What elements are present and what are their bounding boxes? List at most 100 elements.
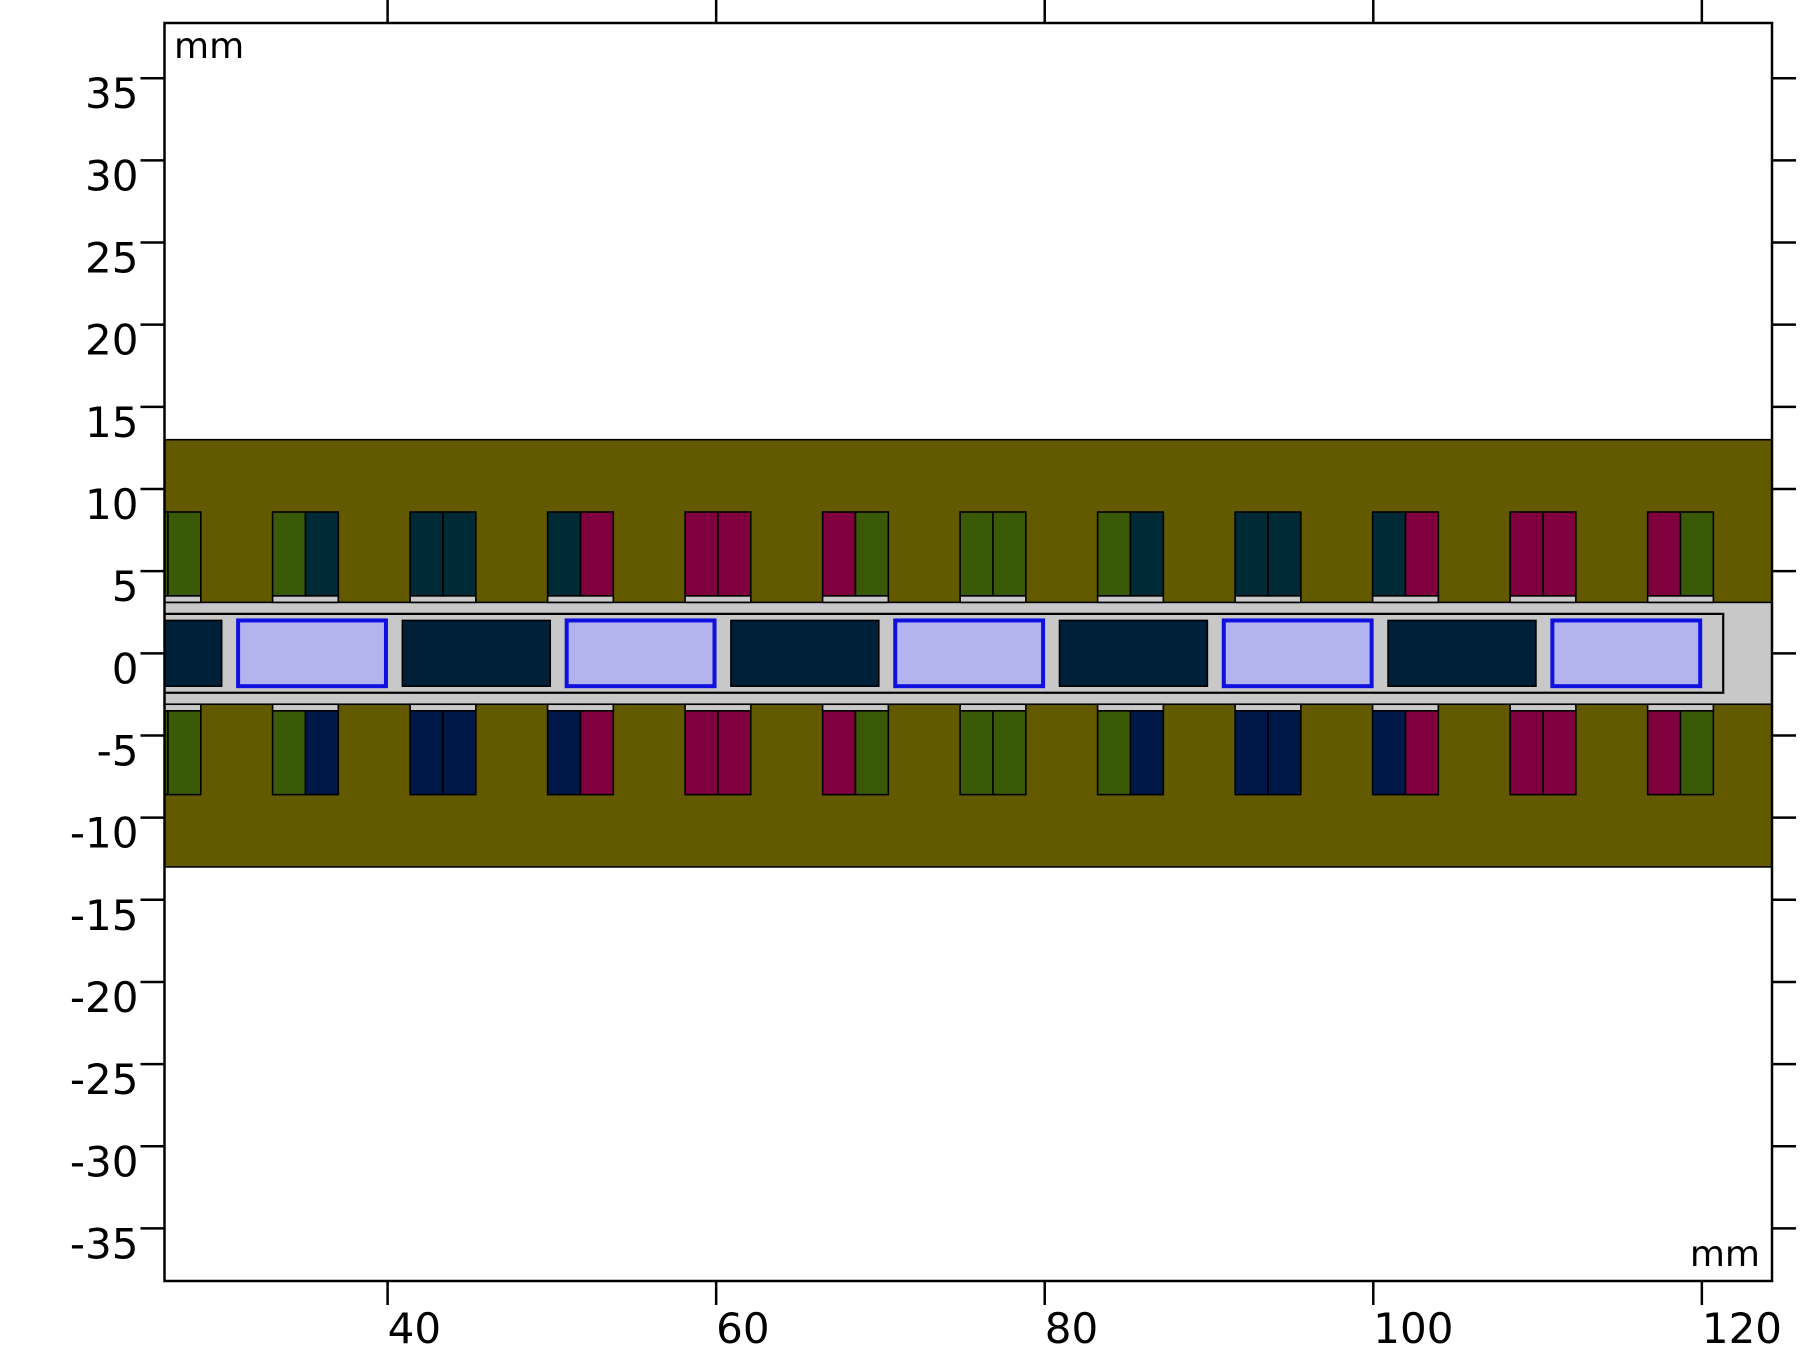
x-tick-label: 120 [1702,1304,1782,1350]
coil-top [854,511,890,597]
magnet-dark [730,619,880,687]
coil-bottom [1646,710,1682,796]
magnet-light [236,618,388,689]
coil-bottom [1234,710,1269,796]
coil-top [1267,511,1302,597]
magnet-dark [164,619,223,687]
y-tick-label: 25 [85,234,138,283]
coil-top [1679,511,1715,597]
slot-opening [164,703,202,712]
magnet-dark [1387,619,1537,687]
coil-bottom [684,710,719,796]
y-tick-label: 30 [85,151,138,200]
slot-opening [959,595,1027,604]
coil-top [409,511,444,597]
coil-bottom [1542,710,1577,796]
slot-opening [1096,595,1165,604]
coil-bottom [992,710,1027,796]
x-tick-label: 40 [388,1304,441,1350]
slot-opening [271,703,340,712]
coil-top [992,511,1027,597]
y-tick-label: 15 [85,398,138,447]
y-tick-label: 0 [112,644,139,693]
plot-frame [163,21,1774,1283]
y-tick-label: -25 [70,1055,139,1104]
y-unit-label: mm [174,26,244,67]
coil-bottom [1267,710,1302,796]
y-tick-label: 5 [112,562,139,611]
coil-top [684,511,719,597]
coil-bottom [167,710,202,796]
slot-opening [684,703,752,712]
slot-opening [1371,595,1440,604]
coil-bottom [1679,710,1715,796]
y-tick-label: -20 [70,973,139,1022]
magnet-light [1550,618,1703,689]
geometry [164,438,1772,868]
coil-bottom [1129,710,1165,796]
magnet-light [893,618,1046,689]
magnet-light [1221,618,1374,689]
coil-top [1509,511,1544,597]
coil-bottom [1096,710,1132,796]
coil-top [1371,511,1407,597]
slot-opening [1096,703,1165,712]
coil-bottom [442,710,477,796]
magnet-dark [1058,619,1209,687]
slot-opening [409,595,477,604]
coil-bottom [1404,710,1440,796]
y-tick-label: -15 [70,891,139,940]
y-tick-label: -30 [70,1137,139,1186]
coil-top [717,511,752,597]
coil-top [1096,511,1132,597]
slot-opening [1371,703,1440,712]
x-tick-label: 80 [1045,1304,1098,1350]
y-tick-label: 35 [85,69,138,118]
coil-top [271,511,307,597]
slot-opening [1509,595,1577,604]
coil-top [1542,511,1577,597]
coil-top [167,511,202,597]
coil-bottom [304,710,340,796]
y-tick-label: -10 [70,809,139,858]
coil-top [1404,511,1440,597]
slot-opening [1234,703,1302,712]
coil-bottom [271,710,307,796]
x-unit-label: mm [1690,1234,1760,1275]
coil-top [579,511,615,597]
x-tick-label: 100 [1373,1304,1453,1350]
coil-top [821,511,857,597]
coil-bottom [164,710,169,796]
slot-opening [684,595,752,604]
y-tick-label: -35 [70,1219,139,1268]
slot-opening [1646,595,1715,604]
coil-top [304,511,340,597]
slot-opening [821,595,890,604]
slot-opening [1646,703,1715,712]
coil-bottom [409,710,444,796]
x-tick-label: 60 [716,1304,769,1350]
slot-opening [959,703,1027,712]
slot-opening [546,703,615,712]
magnet-dark [401,619,552,687]
coil-bottom [579,710,615,796]
coil-bottom [1509,710,1544,796]
slot-opening [1234,595,1302,604]
slot-opening [271,595,340,604]
coil-top [164,511,169,597]
slot-opening [546,595,615,604]
y-tick-label: 20 [85,316,138,365]
coil-top [1646,511,1682,597]
coil-bottom [1371,710,1407,796]
coil-bottom [854,710,890,796]
coil-top [442,511,477,597]
y-tick-label: 10 [85,480,138,529]
slot-opening [1509,703,1577,712]
slot-opening [409,703,477,712]
coil-top [1234,511,1269,597]
coil-bottom [959,710,994,796]
coil-bottom [821,710,857,796]
slot-opening [164,595,202,604]
